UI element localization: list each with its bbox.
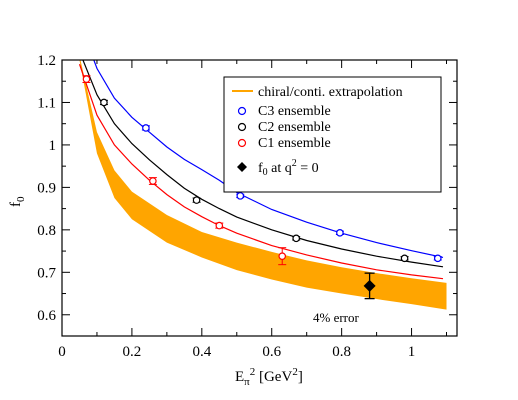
point-c1-2 <box>148 177 157 185</box>
band-area <box>79 60 447 310</box>
x-axis-label: Eπ2 [GeV2] <box>235 366 303 388</box>
point-marker <box>215 221 224 230</box>
legend: chiral/conti. extrapolation C3 ensemble … <box>223 76 442 193</box>
y-tick-label: 1.1 <box>37 95 56 111</box>
legend-box <box>223 76 442 193</box>
x-tick-label: 0.8 <box>332 344 351 360</box>
point-marker <box>100 98 108 107</box>
legend-c3-label: C3 ensemble <box>258 104 331 119</box>
legend-q2zero-label: f0 at q2 = 0 <box>258 158 319 178</box>
point-c2-3 <box>292 234 301 243</box>
extrapolation-band <box>79 60 447 310</box>
point-c3-4 <box>433 254 442 263</box>
fit-curve-c2 <box>82 60 444 268</box>
fit-curve-c1 <box>78 64 444 280</box>
y-axis-label: f0 <box>8 196 27 207</box>
error-annotation: 4% error <box>313 310 360 325</box>
y-tick-label: 0.7 <box>37 265 56 281</box>
point-c2-2 <box>192 196 201 204</box>
point-q2zero <box>363 272 376 300</box>
x-tick-label: 0.6 <box>262 344 281 360</box>
point-marker <box>142 124 150 132</box>
legend-c1-label: C1 ensemble <box>258 136 331 151</box>
y-tick-label: 0.8 <box>37 223 56 239</box>
x-tick-label: 0.4 <box>192 344 211 360</box>
data-points <box>82 75 442 300</box>
point-marker <box>433 254 442 263</box>
x-tick-label: 0 <box>58 344 66 360</box>
point-c1-1 <box>82 75 91 84</box>
legend-band-label: chiral/conti. extrapolation <box>258 85 403 100</box>
point-marker <box>400 254 409 263</box>
legend-c2-label: C2 ensemble <box>258 120 331 135</box>
point-marker <box>192 196 201 204</box>
legend-c1-marker <box>237 138 247 148</box>
legend-c3-marker <box>237 106 247 116</box>
x-tick-label: 0.2 <box>123 344 142 360</box>
point-marker <box>82 75 91 83</box>
point-marker <box>278 252 287 260</box>
plot-frame <box>61 59 458 337</box>
point-c3-3 <box>335 229 344 237</box>
legend-q2zero-marker <box>237 162 247 172</box>
point-c2-4 <box>400 254 409 263</box>
axis-ticks: 0 0.2 0.4 0.6 0.8 1 0.6 0.7 0.8 0.9 1 1.1 1.2 <box>37 53 457 360</box>
fit-curve-c3 <box>93 60 444 258</box>
point-c3-2 <box>236 192 245 200</box>
legend-c2-marker <box>237 122 247 132</box>
point-marker <box>336 229 344 237</box>
fit-curves <box>78 60 444 280</box>
y-tick-label: 1 <box>49 138 57 154</box>
x-tick-label: 1 <box>408 344 416 360</box>
point-c1-3 <box>215 221 224 230</box>
y-tick-label: 0.9 <box>37 180 56 196</box>
point-c2-1 <box>99 98 108 107</box>
point-marker <box>292 234 301 243</box>
point-marker <box>149 177 157 185</box>
y-tick-label: 0.6 <box>37 308 56 324</box>
point-c1-4 <box>278 247 287 266</box>
q2zero-diamond <box>363 279 376 292</box>
y-tick-label: 1.2 <box>37 53 56 69</box>
point-marker <box>236 192 245 200</box>
point-c3-1 <box>141 124 150 132</box>
